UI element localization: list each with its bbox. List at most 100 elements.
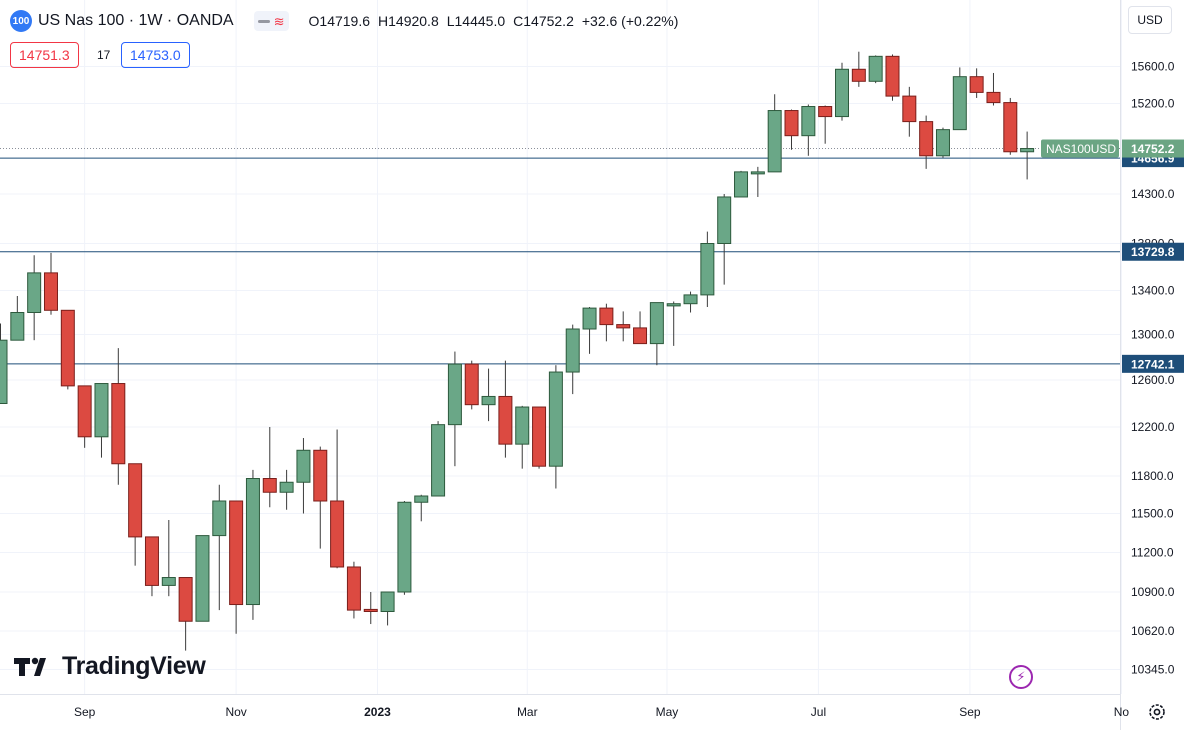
candle-body xyxy=(700,243,715,296)
candle-body xyxy=(161,577,176,586)
level-price-tag xyxy=(1122,242,1184,261)
ohlc-low: L14445.0 xyxy=(446,13,506,29)
candle xyxy=(952,67,967,131)
candles xyxy=(0,51,1035,651)
candle-body xyxy=(1003,102,1018,153)
ohlc-open: O14719.6 xyxy=(308,13,371,29)
candle-body xyxy=(144,536,159,586)
candle-body xyxy=(548,371,563,467)
candle xyxy=(346,561,361,619)
candle xyxy=(683,291,698,313)
candle xyxy=(902,86,917,137)
candle-body xyxy=(683,294,698,305)
candle-body xyxy=(935,129,950,157)
x-tick-label: Mar xyxy=(517,705,538,719)
candle-body xyxy=(60,309,75,387)
symbol-title[interactable]: US Nas 100 · 1W · OANDA xyxy=(38,12,234,29)
candle-body xyxy=(346,566,361,611)
x-tick-label: Sep xyxy=(74,705,96,719)
candle-body xyxy=(582,307,597,330)
candle xyxy=(111,348,126,485)
candle xyxy=(245,469,260,620)
y-tick-label: 10345.0 xyxy=(1131,663,1175,677)
tradingview-logo: TradingView xyxy=(14,652,206,681)
candle-body xyxy=(868,55,883,82)
candle-body xyxy=(952,76,967,131)
price-axis[interactable]: 10345.0 10620.0 10900.0 11200.0 11500.0 11800… xyxy=(1120,0,1175,730)
x-tick-label: May xyxy=(656,705,679,719)
candle-body xyxy=(111,383,126,465)
candle xyxy=(481,368,496,422)
candle xyxy=(498,360,513,458)
sell-price-button[interactable]: 14751.3 xyxy=(10,42,79,68)
candle-body xyxy=(313,449,328,502)
candle xyxy=(565,324,580,395)
candle-body xyxy=(229,500,244,606)
candle xyxy=(229,500,244,634)
candle-body xyxy=(43,272,58,311)
lightning-icon[interactable]: ⚡ xyxy=(1009,665,1033,689)
candle-body xyxy=(27,272,42,313)
candle-body xyxy=(1020,148,1035,153)
candle-body xyxy=(599,307,614,326)
candle-body xyxy=(447,363,462,426)
candle xyxy=(767,94,782,173)
y-tick-label: 12600.0 xyxy=(1131,373,1175,387)
candle xyxy=(447,351,462,467)
candle xyxy=(262,427,277,508)
y-tick-label: 11200.0 xyxy=(1131,546,1174,560)
candle-body xyxy=(0,339,8,404)
candle xyxy=(0,323,8,404)
y-tick-label: 12200.0 xyxy=(1131,420,1175,434)
ohlc-change: +32.6 (+0.22%) xyxy=(581,13,679,29)
candle-body xyxy=(750,171,765,175)
candle-body xyxy=(363,608,378,612)
indicator-toggle[interactable]: ≋ xyxy=(253,11,289,31)
candle xyxy=(885,54,900,101)
candle-body xyxy=(178,577,193,622)
candle xyxy=(212,484,227,611)
candle xyxy=(144,536,159,597)
candle-body xyxy=(919,121,934,157)
candle xyxy=(969,68,984,98)
candle xyxy=(599,303,614,342)
candle-body xyxy=(279,481,294,493)
ohlc-values: O14719.6 H14920.8 L14445.0 C14752.2 +32.… xyxy=(309,13,679,29)
candle-body xyxy=(784,110,799,137)
candle-body xyxy=(649,302,664,345)
time-axis[interactable]: Sep Nov 2023 Mar May Jul Sep No xyxy=(0,694,1129,720)
buy-price-button[interactable]: 14753.0 xyxy=(121,42,190,68)
candle xyxy=(77,385,92,448)
candle xyxy=(178,577,193,651)
candle xyxy=(195,535,210,622)
candle xyxy=(380,591,395,626)
spread-value: 17 xyxy=(97,48,111,62)
candle-body xyxy=(818,106,833,118)
candle-body xyxy=(565,328,580,373)
candle-body xyxy=(128,463,143,538)
candle xyxy=(363,592,378,625)
candle xyxy=(801,104,816,156)
wave-icon: ≋ xyxy=(273,13,285,29)
symbol-logo-icon: 100 xyxy=(10,10,32,32)
candle-body xyxy=(481,395,496,406)
candle xyxy=(279,469,294,510)
candle xyxy=(397,501,412,595)
candle-body xyxy=(431,424,446,497)
candle xyxy=(532,406,547,469)
currency-selector[interactable]: USD xyxy=(1128,6,1172,34)
candle xyxy=(27,255,42,341)
tradingview-logo-icon xyxy=(14,657,46,676)
candle xyxy=(161,520,176,597)
y-tick-label: 11800.0 xyxy=(1131,469,1174,483)
candle-body xyxy=(835,68,849,118)
candle xyxy=(700,231,715,307)
candle-body xyxy=(885,55,900,97)
candle xyxy=(10,296,25,341)
candle-body xyxy=(10,312,25,341)
candle xyxy=(128,463,143,566)
settings-gear-icon[interactable] xyxy=(1144,700,1170,724)
ohlc-high: H14920.8 xyxy=(378,13,439,29)
y-tick-label: 10620.0 xyxy=(1131,624,1175,638)
